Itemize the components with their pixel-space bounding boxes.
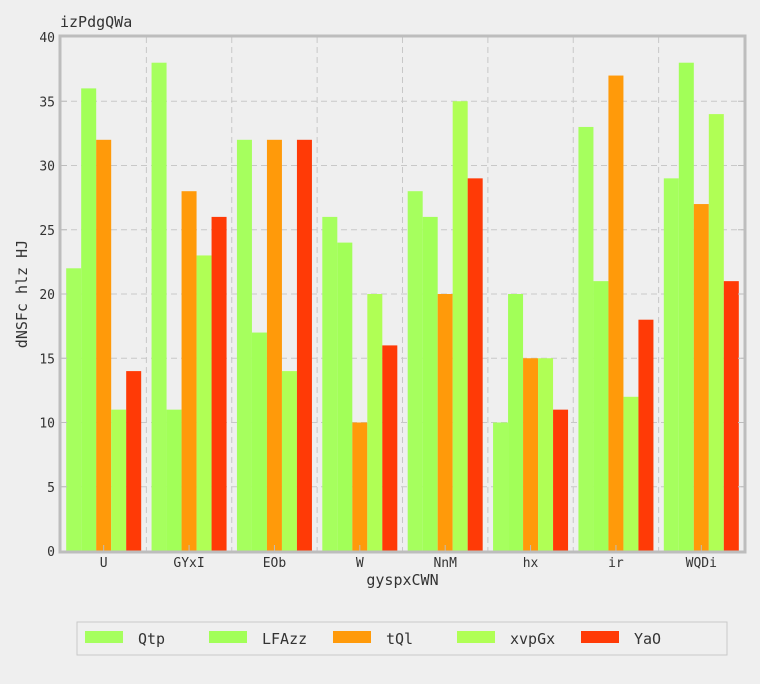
legend-label-YaO: YaO xyxy=(634,630,661,648)
bar-Qtp-W xyxy=(322,216,338,551)
bar-LFAzz-NnM xyxy=(422,216,438,551)
chart-title: izPdgQWa xyxy=(60,13,132,31)
y-tick-label: 40 xyxy=(39,31,55,46)
legend: Qtp LFAzz tQl xvpGx YaO xyxy=(76,621,728,656)
y-tick-label: 30 xyxy=(39,160,55,175)
bar-xvpGx-U xyxy=(111,409,127,551)
legend-label-Qtp: Qtp xyxy=(138,630,165,648)
bar-YaO-ir xyxy=(638,319,654,551)
legend-label-LFAzz: LFAzz xyxy=(262,630,307,648)
y-tick-label: 15 xyxy=(39,352,55,367)
bar-tQl-EOb xyxy=(266,139,282,552)
y-tick-label: 20 xyxy=(39,288,55,303)
x-tick-label: WQDi xyxy=(686,556,717,571)
bar-xvpGx-EOb xyxy=(281,371,297,551)
axis-ticks: 0 5 10 15 20 25 30 35 40 U GYxI EOb W NnM hx ir WQDi xyxy=(39,31,744,571)
bar-Qtp-ir xyxy=(578,126,594,551)
bar-xvpGx-hx xyxy=(538,358,554,551)
y-tick-label: 10 xyxy=(39,417,55,432)
bar-tQl-WQDi xyxy=(693,204,709,552)
bar-YaO-NnM xyxy=(467,178,483,551)
plot-area-frame xyxy=(58,34,747,554)
bar-YaO-U xyxy=(126,371,142,551)
bar-YaO-EOb xyxy=(296,139,312,552)
legend-label-xvpGx: xvpGx xyxy=(510,630,555,648)
legend-swatch-xvpGx xyxy=(457,631,495,643)
legend-label-tQl: tQl xyxy=(386,630,413,648)
bar-LFAzz-WQDi xyxy=(678,62,694,551)
x-axis-title: gyspxCWN xyxy=(366,571,438,589)
x-tick-label: NnM xyxy=(433,556,457,571)
bar-xvpGx-W xyxy=(367,294,383,551)
legend-swatch-YaO xyxy=(581,631,619,643)
bar-Qtp-hx xyxy=(493,422,509,551)
x-tick-label: W xyxy=(356,556,364,571)
bars xyxy=(66,62,739,552)
bar-tQl-U xyxy=(96,139,112,552)
bar-Qtp-EOb xyxy=(236,139,252,552)
bar-YaO-W xyxy=(382,345,398,551)
bar-xvpGx-GYxI xyxy=(196,255,212,551)
bar-YaO-WQDi xyxy=(723,281,739,551)
bar-LFAzz-ir xyxy=(593,281,609,551)
bar-tQl-hx xyxy=(523,358,539,551)
bar-Qtp-U xyxy=(66,268,82,551)
y-tick-label: 35 xyxy=(39,95,55,110)
y-axis-title: dNSFc hlz HJ xyxy=(13,240,31,348)
bar-Qtp-GYxI xyxy=(151,62,167,551)
x-tick-label: ir xyxy=(608,556,624,571)
bar-tQl-ir xyxy=(608,75,624,552)
bar-LFAzz-EOb xyxy=(251,332,267,551)
bar-tQl-GYxI xyxy=(181,191,197,551)
y-tick-label: 0 xyxy=(47,545,55,560)
bar-xvpGx-ir xyxy=(623,396,639,551)
bar-LFAzz-W xyxy=(337,242,353,551)
y-tick-label: 25 xyxy=(39,224,55,239)
bar-YaO-GYxI xyxy=(211,216,227,551)
bar-xvpGx-WQDi xyxy=(708,114,724,551)
bar-YaO-hx xyxy=(553,409,569,551)
bar-LFAzz-hx xyxy=(508,294,524,551)
x-tick-label: U xyxy=(100,556,108,571)
bar-LFAzz-U xyxy=(81,88,97,552)
bar-tQl-W xyxy=(352,422,368,551)
bar-xvpGx-NnM xyxy=(452,101,468,551)
legend-swatch-LFAzz xyxy=(209,631,247,643)
legend-swatch-tQl xyxy=(333,631,371,643)
x-tick-label: hx xyxy=(523,556,539,571)
bar-Qtp-WQDi xyxy=(663,178,679,551)
y-tick-label: 5 xyxy=(47,481,55,496)
bar-Qtp-NnM xyxy=(407,191,423,551)
x-tick-label: GYxI xyxy=(173,556,204,571)
legend-swatch-Qtp xyxy=(85,631,123,643)
bar-tQl-NnM xyxy=(437,294,453,551)
x-tick-label: EOb xyxy=(263,556,287,571)
bar-LFAzz-GYxI xyxy=(166,409,182,551)
